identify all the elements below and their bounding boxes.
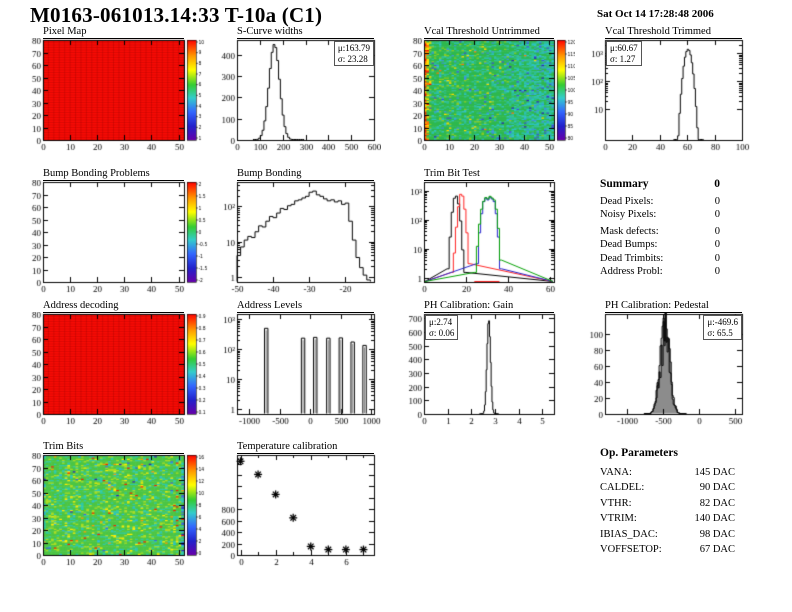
summary-row: Dead Bumps: 0 <box>600 238 720 252</box>
summary-row: Dead Pixels: 0 <box>600 195 720 209</box>
ph-calibration-pedestal-plot: PH Calibration: Pedestal μ:-469.6 σ: 65.… <box>589 300 759 430</box>
summary-row-label: Mask defects: <box>600 225 659 237</box>
summary-row-label: Address Probl: <box>600 266 663 277</box>
vcal-threshold-trimmed-plot: Vcal Threshold Trimmed μ:60.67 σ: 1.27 <box>589 26 759 156</box>
stats-box: μ:-469.6 σ: 65.5 <box>703 315 742 340</box>
stat-sigma: σ: 0.06 <box>429 327 455 338</box>
address-levels-plot: Address Levels <box>221 300 381 430</box>
temperature-calibration-canvas <box>221 453 381 569</box>
temperature-calibration-plot: Temperature calibration <box>221 441 381 571</box>
address-levels-canvas <box>221 312 381 428</box>
trim-bits-plot: Trim Bits <box>27 441 212 571</box>
op-param-value: 140 DAC <box>694 513 735 524</box>
op-param-row: CALDEL: 90 DAC <box>600 480 735 496</box>
summary-row: Dead Trimbits: 0 <box>600 252 720 266</box>
summary-row-label: Noisy Pixels: <box>600 209 657 220</box>
op-param-row: IBIAS_DAC: 98 DAC <box>600 527 735 543</box>
op-param-label: VOFFSETOP: <box>600 544 662 555</box>
summary-row-label: Dead Trimbits: <box>600 252 664 264</box>
summary-row-value: 0 <box>714 225 720 237</box>
stat-sigma: σ: 1.27 <box>610 53 636 64</box>
summary-panel: Summary 0 Dead Pixels: 0 Noisy Pixels: 0… <box>600 178 720 279</box>
stat-sigma: σ: 23.28 <box>337 53 368 64</box>
stat-mean: μ:163.79 <box>337 43 370 53</box>
summary-row-value: 0 <box>714 239 720 250</box>
bump-bonding-plot: Bump Bonding <box>221 168 381 298</box>
s-curve-widths-plot: S-Curve widths μ:163.79 σ: 23.28 <box>221 26 381 156</box>
stats-box: μ:60.67 σ: 1.27 <box>606 41 642 66</box>
ph-calibration-gain-plot: PH Calibration: Gain μ:2.74 σ: 0.06 <box>405 300 575 430</box>
bump-bonding-problems-plot: Bump Bonding Problems <box>27 168 212 298</box>
trim-bits-canvas <box>27 453 212 569</box>
op-param-value: 67 DAC <box>699 544 735 555</box>
summary-row-label: Dead Bumps: <box>600 239 658 250</box>
op-param-label: IBIAS_DAC: <box>600 528 658 540</box>
op-param-label: VTRIM: <box>600 513 637 524</box>
address-decoding-plot: Address decoding <box>27 300 212 430</box>
op-param-row: VOFFSETOP: 67 DAC <box>600 542 735 558</box>
op-param-label: VANA: <box>600 466 632 478</box>
summary-row-value: 0 <box>714 266 720 277</box>
summary-total: 0 <box>714 178 720 190</box>
summary-title: Summary <box>600 178 649 190</box>
stat-mean: μ:60.67 <box>610 43 638 53</box>
op-param-value: 90 DAC <box>699 482 735 493</box>
op-param-row: VTHR: 82 DAC <box>600 496 735 512</box>
summary-row: Noisy Pixels: 0 <box>600 208 720 222</box>
bump-bonding-problems-canvas <box>27 180 212 296</box>
vcal-threshold-untrimmed-canvas <box>405 38 575 154</box>
summary-row-value: 0 <box>714 252 720 264</box>
stats-box: μ:2.74 σ: 0.06 <box>425 315 459 340</box>
stat-mean: μ:-469.6 <box>707 317 738 327</box>
op-param-value: 98 DAC <box>699 528 735 540</box>
summary-row-value: 0 <box>714 209 720 220</box>
op-param-value: 82 DAC <box>699 497 735 509</box>
stat-mean: μ:2.74 <box>429 317 453 327</box>
op-parameters-title: Op. Parameters <box>600 447 678 459</box>
summary-row: Address Probl: 0 <box>600 265 720 279</box>
stats-box: μ:163.79 σ: 23.28 <box>333 41 374 66</box>
op-param-value: 145 DAC <box>694 466 735 478</box>
op-param-label: VTHR: <box>600 497 632 509</box>
page-title: M0163-061013.14:33 T-10a (C1) <box>30 3 323 27</box>
pixel-map-canvas <box>27 38 212 154</box>
op-param-label: CALDEL: <box>600 482 645 493</box>
vcal-threshold-untrimmed-plot: Vcal Threshold Untrimmed <box>405 26 575 156</box>
timestamp: Sat Oct 14 17:28:48 2006 <box>597 8 714 20</box>
trim-bit-test-canvas <box>405 180 575 296</box>
bump-bonding-canvas <box>221 180 381 296</box>
pixel-map-plot: Pixel Map <box>27 26 212 156</box>
summary-row: Mask defects: 0 <box>600 225 720 239</box>
summary-row-value: 0 <box>714 195 720 207</box>
summary-row-label: Dead Pixels: <box>600 195 654 207</box>
stat-sigma: σ: 65.5 <box>707 327 733 338</box>
trim-bit-test-plot: Trim Bit Test <box>405 168 575 298</box>
op-param-row: VANA: 145 DAC <box>600 465 735 481</box>
address-decoding-canvas <box>27 312 212 428</box>
op-parameters-panel: Op. Parameters VANA: 145 DAC CALDEL: 90 … <box>600 446 735 558</box>
op-param-row: VTRIM: 140 DAC <box>600 511 735 527</box>
